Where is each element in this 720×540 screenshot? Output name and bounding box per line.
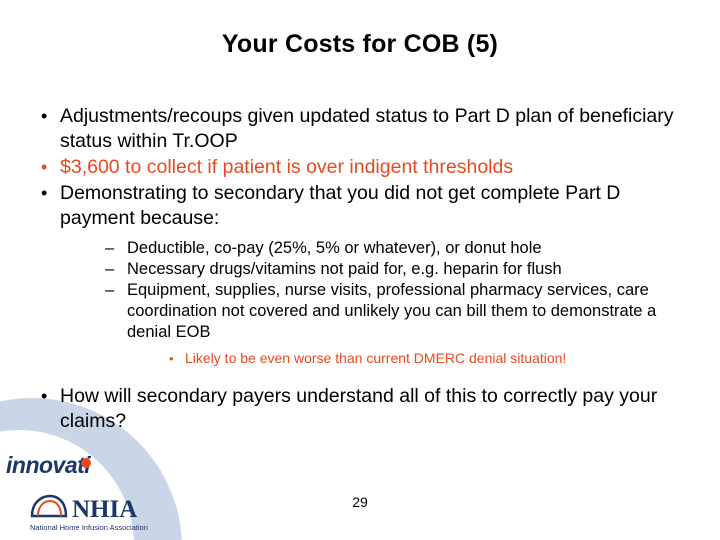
- list-item: Equipment, supplies, nurse visits, profe…: [103, 280, 690, 368]
- nhia-full-name: National Home Infusion Association: [30, 523, 148, 532]
- list-item: How will secondary payers understand all…: [30, 384, 690, 434]
- page-title: Your Costs for COB (5): [221, 30, 499, 58]
- innovatix-logo: innovati: [6, 452, 92, 479]
- list-item: Adjustments/recoups given updated status…: [30, 104, 690, 154]
- bullet-list-level-1-tail: How will secondary payers understand all…: [30, 384, 690, 434]
- list-item-text: Equipment, supplies, nurse visits, profe…: [127, 281, 657, 341]
- list-item: Demonstrating to secondary that you did …: [30, 181, 690, 368]
- svg-text:NHIA: NHIA: [72, 496, 137, 522]
- nhia-logo: NHIA National Home Infusion Association: [28, 492, 208, 532]
- list-item: Necessary drugs/vitamins not paid for, e…: [103, 259, 690, 280]
- bullet-list-level-3: Likely to be even worse than current DME…: [167, 349, 690, 368]
- innovatix-logo-text: innovati: [6, 452, 91, 478]
- bullet-list-level-2: Deductible, co-pay (25%, 5% or whatever)…: [103, 238, 690, 368]
- slide-body: Adjustments/recoups given updated status…: [30, 104, 690, 435]
- innovatix-logo-dot-icon: [81, 457, 92, 468]
- page-number: 29: [352, 494, 368, 510]
- nhia-mark-icon: NHIA: [30, 494, 137, 522]
- list-item-text: Demonstrating to secondary that you did …: [60, 182, 621, 229]
- list-item: Likely to be even worse than current DME…: [167, 349, 690, 368]
- list-item: $3,600 to collect if patient is over ind…: [30, 155, 690, 180]
- bullet-list-level-1: Adjustments/recoups given updated status…: [30, 104, 690, 368]
- list-item: Deductible, co-pay (25%, 5% or whatever)…: [103, 238, 690, 259]
